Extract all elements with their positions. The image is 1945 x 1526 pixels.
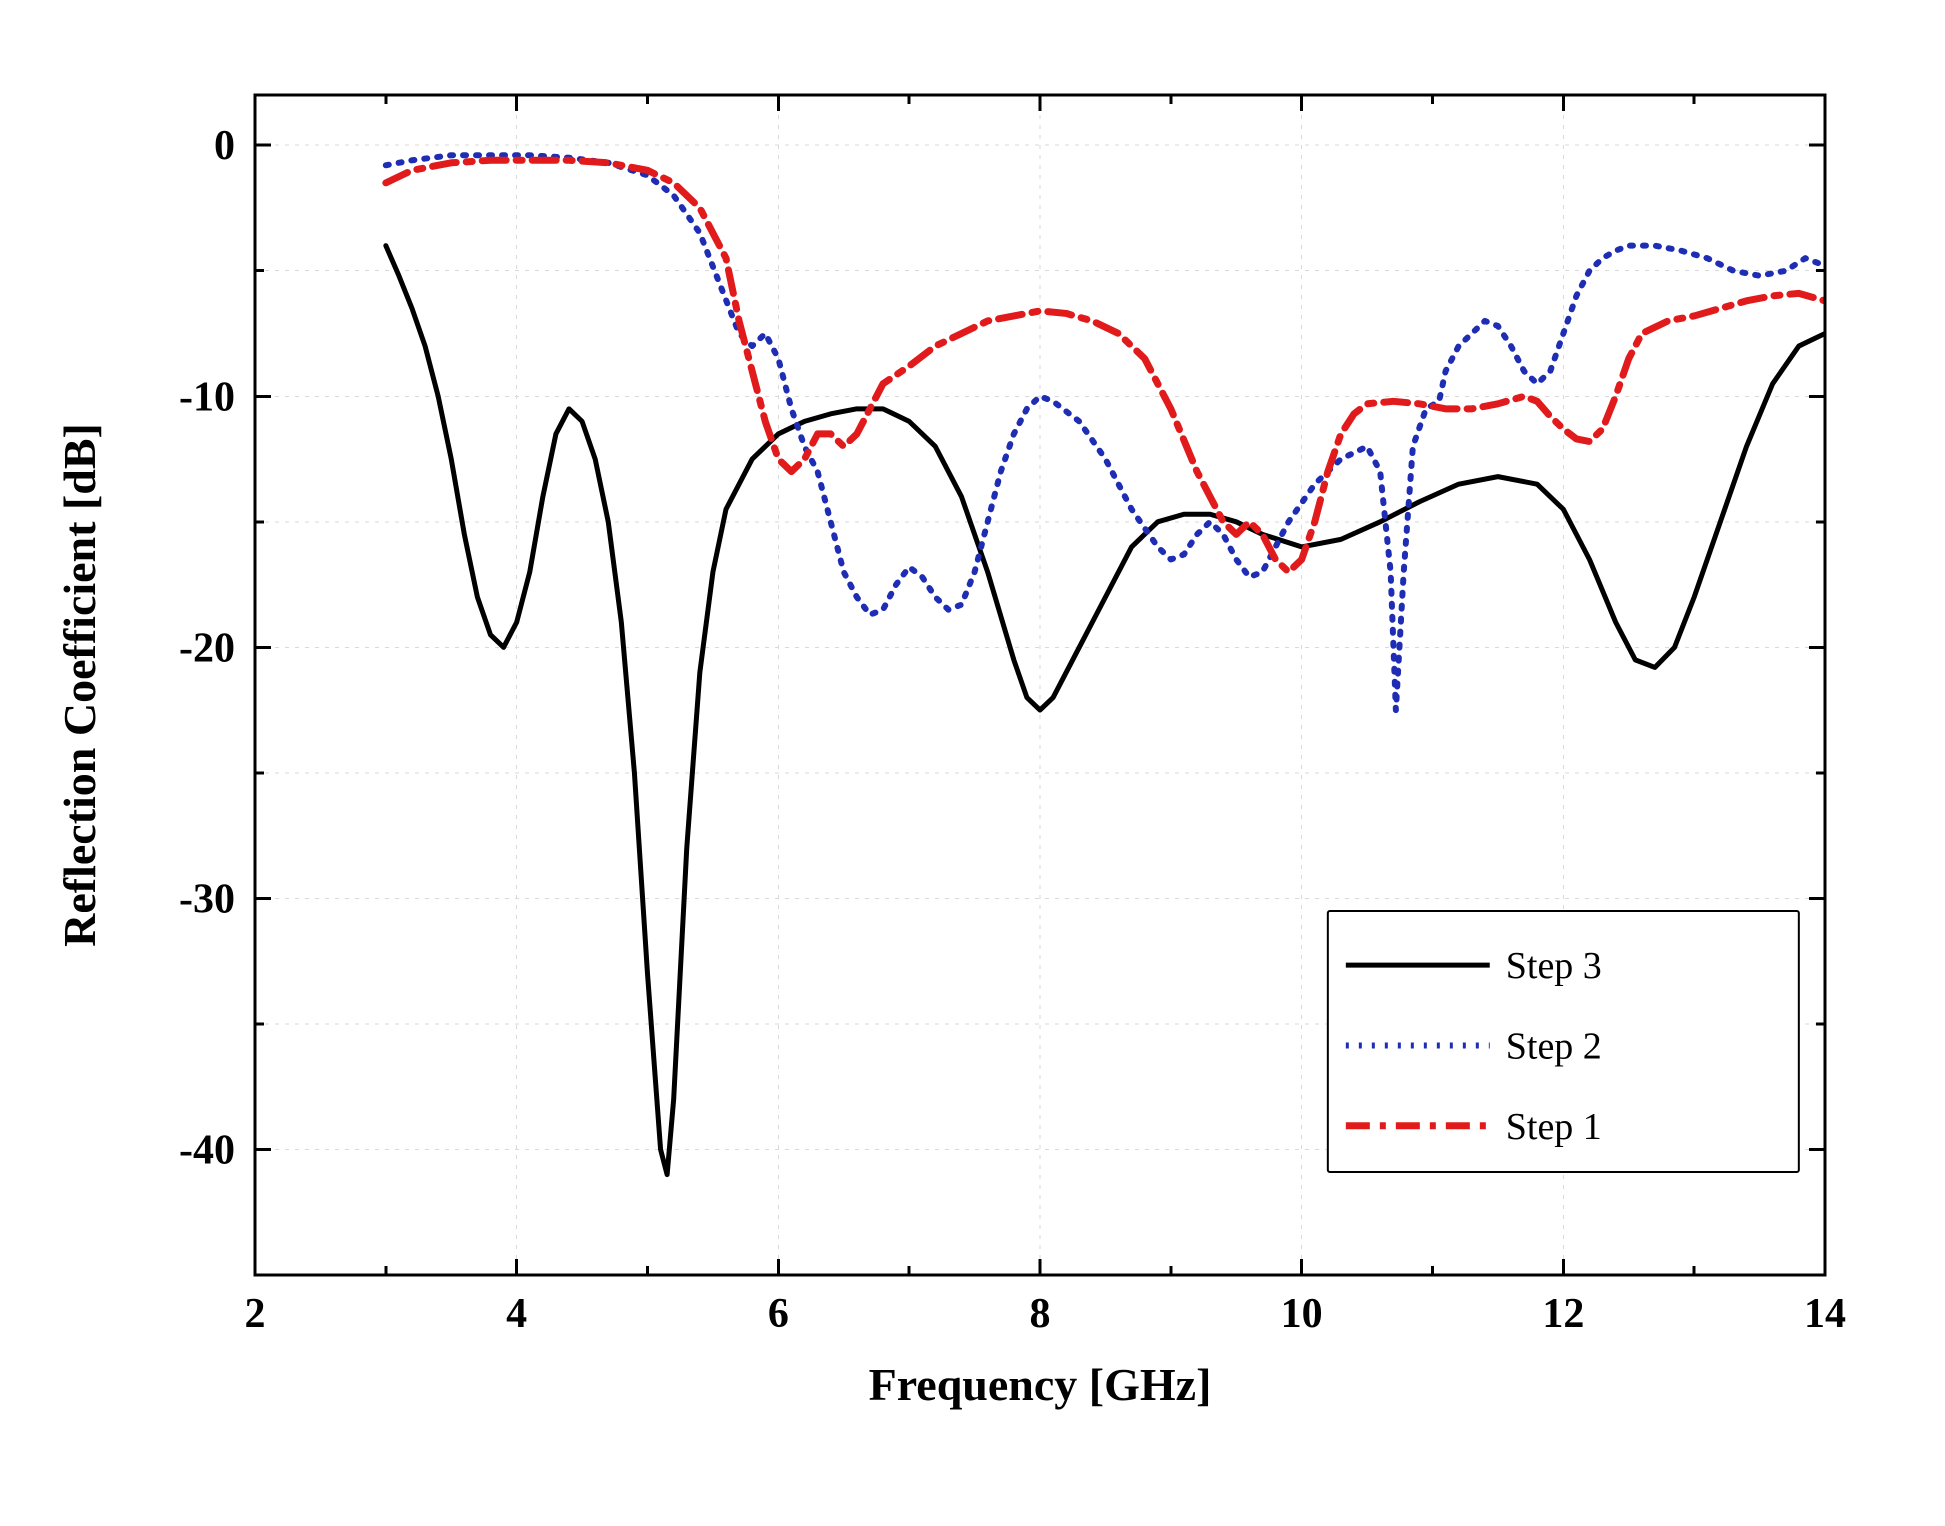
- y-axis-label: Reflection Coefficient [dB]: [54, 423, 105, 947]
- ytick-label: -30: [179, 876, 235, 922]
- ytick-label: 0: [214, 123, 235, 169]
- legend: Step 3 Step 2 Step 1: [1328, 911, 1799, 1172]
- ytick-label: -40: [179, 1127, 235, 1173]
- legend-label: Step 3: [1506, 945, 1602, 987]
- xtick-label: 12: [1542, 1291, 1584, 1337]
- legend-label: Step 2: [1506, 1025, 1602, 1067]
- legend-label: Step 1: [1506, 1106, 1602, 1148]
- chart-svg: 2 4 6 8 10 12 14 -40 -30 -20 -10 0 Frequency [GHz] Re…: [0, 0, 1945, 1526]
- xtick-label: 14: [1804, 1291, 1846, 1337]
- xtick-label: 4: [506, 1291, 527, 1337]
- xtick-label: 6: [768, 1291, 789, 1337]
- xtick-label: 10: [1281, 1291, 1323, 1337]
- x-axis-label: Frequency [GHz]: [869, 1359, 1212, 1410]
- xtick-label: 8: [1030, 1291, 1051, 1337]
- chart-background: [0, 0, 1945, 1526]
- ytick-label: -10: [179, 374, 235, 420]
- ytick-label: -20: [179, 625, 235, 671]
- reflection-coefficient-chart: 2 4 6 8 10 12 14 -40 -30 -20 -10 0 Frequency [GHz] Re…: [0, 0, 1945, 1526]
- xtick-label: 2: [245, 1291, 266, 1337]
